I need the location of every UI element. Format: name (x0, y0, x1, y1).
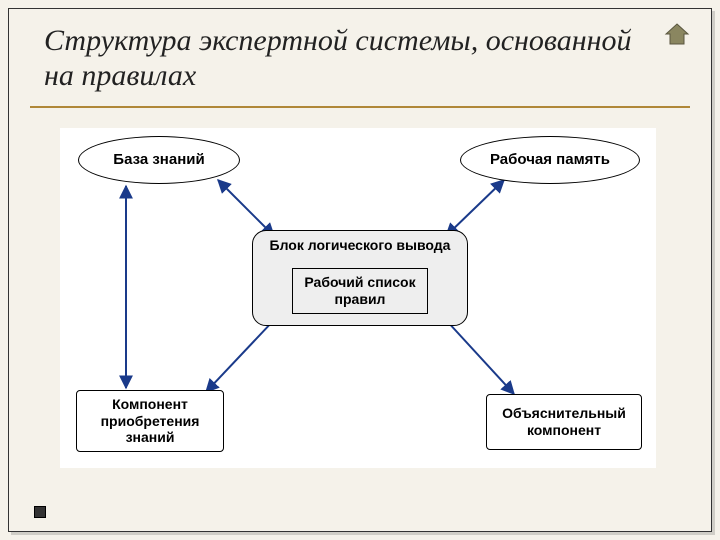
node-label: Блок логического вывода (253, 237, 467, 253)
node-label: Рабочая память (490, 151, 610, 169)
node-knowledge-acquisition: Компонент приобретения знаний (76, 390, 224, 452)
node-label: База знаний (113, 151, 204, 169)
home-icon[interactable] (664, 22, 690, 46)
node-label: Объяснительный компонент (495, 405, 633, 439)
node-label: Рабочий список правил (299, 274, 421, 308)
node-rule-agenda: Рабочий список правил (292, 268, 428, 314)
node-knowledge-base: База знаний (78, 136, 240, 184)
node-working-memory: Рабочая память (460, 136, 640, 184)
slide-title: Структура экспертной системы, основанной… (44, 24, 640, 93)
title-underline (30, 106, 690, 108)
node-explanation-component: Объяснительный компонент (486, 394, 642, 450)
diagram-area: База знаний Рабочая память Блок логическ… (60, 128, 656, 468)
node-label: Компонент приобретения знаний (85, 396, 215, 446)
slide-bullet-icon (34, 506, 46, 518)
